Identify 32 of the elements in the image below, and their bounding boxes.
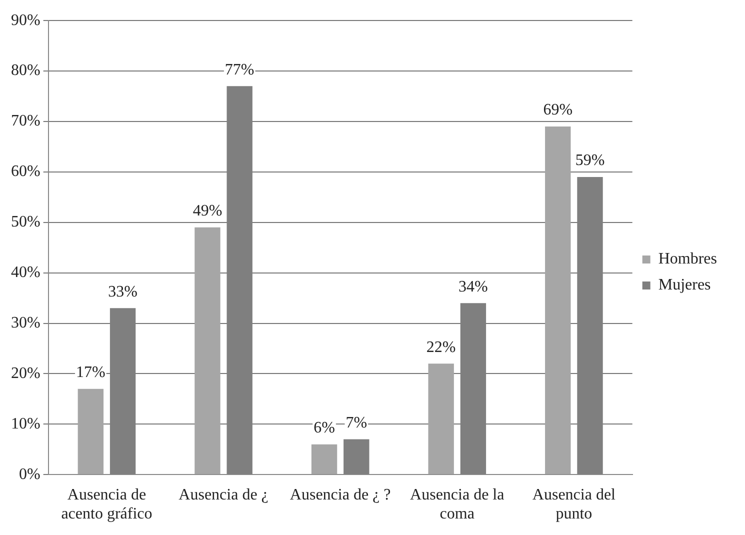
data-label: 49% [192,202,222,220]
x-tick-label: Ausencia de ¿ [178,486,268,504]
data-label: 69% [543,102,573,119]
data-label: 7% [346,414,368,432]
data-label: 59% [575,152,605,170]
data-label: 6% [314,420,335,437]
x-tick-label: Ausencia de la coma [410,486,504,523]
x-tick-label: Ausencia de ¿ ? [290,486,391,504]
bar [545,126,571,474]
bar [194,227,220,474]
legend-label: Mujeres [658,276,711,294]
bar [428,364,454,474]
bar [78,388,104,474]
data-label: 22% [426,338,456,356]
y-tick-label: 40% [11,264,40,282]
y-tick-label: 50% [11,214,40,231]
y-tick-label: 70% [11,112,40,130]
x-tick-label: Ausencia de acento gráfico [61,486,152,523]
data-label: 77% [224,61,254,78]
data-label: 17% [76,364,106,382]
y-tick-label: 60% [11,163,40,180]
legend-label: Hombres [658,250,717,268]
y-tick-label: 80% [11,62,40,80]
y-tick-label: 10% [11,415,40,432]
data-label: 33% [108,283,138,300]
y-tick-label: 20% [11,364,40,382]
y-tick-label: 30% [11,314,40,332]
y-tick-label: 0% [19,466,40,483]
data-label: 34% [458,278,488,296]
y-tick-label: 90% [11,12,40,29]
bar [311,444,338,474]
x-tick-label: Ausencia del punto [532,486,616,523]
